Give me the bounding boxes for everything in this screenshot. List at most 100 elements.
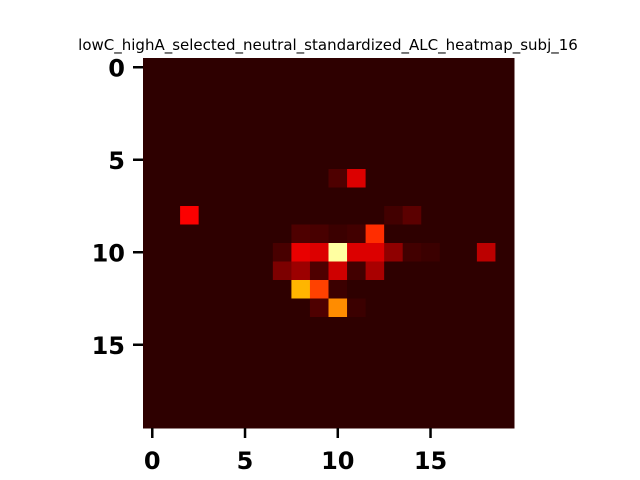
heatmap-cell bbox=[235, 335, 255, 355]
heatmap-cell bbox=[365, 150, 385, 170]
heatmap-cell bbox=[254, 354, 274, 373]
heatmap-cell bbox=[347, 58, 367, 77]
heatmap-cell bbox=[347, 132, 367, 151]
heatmap-cell bbox=[328, 409, 348, 429]
heatmap-cell bbox=[180, 354, 200, 373]
heatmap-cell bbox=[365, 298, 385, 318]
heatmap-cell bbox=[402, 354, 422, 373]
heatmap-cell bbox=[439, 391, 459, 410]
heatmap-cell bbox=[161, 206, 181, 225]
heatmap-cell bbox=[476, 280, 496, 299]
heatmap-cell bbox=[198, 317, 218, 336]
heatmap-cell bbox=[476, 391, 496, 410]
heatmap-cell bbox=[291, 409, 311, 429]
heatmap-cell bbox=[198, 58, 218, 77]
heatmap-cell bbox=[254, 76, 274, 96]
heatmap-cell bbox=[291, 187, 311, 207]
heatmap-cell bbox=[254, 224, 274, 244]
heatmap-cell bbox=[439, 95, 459, 114]
heatmap-cell bbox=[476, 261, 496, 281]
heatmap-cell bbox=[161, 132, 181, 151]
heatmap-cell bbox=[291, 261, 311, 281]
heatmap-cell bbox=[143, 58, 163, 77]
heatmap-cell bbox=[421, 409, 441, 429]
heatmap-cell bbox=[198, 298, 218, 318]
heatmap-cell bbox=[384, 391, 404, 410]
heatmap-cell bbox=[254, 169, 274, 188]
heatmap-cell bbox=[458, 298, 478, 318]
heatmap-cell bbox=[235, 95, 255, 114]
heatmap-cell bbox=[217, 58, 237, 77]
heatmap-cell bbox=[254, 261, 274, 281]
heatmap-cell bbox=[254, 298, 274, 318]
heatmap-cell bbox=[347, 261, 367, 281]
heatmap-cell bbox=[291, 169, 311, 188]
heatmap-cell bbox=[235, 224, 255, 244]
heatmap-cell bbox=[495, 243, 515, 262]
heatmap-cell bbox=[458, 261, 478, 281]
heatmap-cell bbox=[421, 354, 441, 373]
heatmap-cell bbox=[384, 261, 404, 281]
heatmap-cell bbox=[328, 76, 348, 96]
heatmap-cell bbox=[458, 169, 478, 188]
y-tick-label: 0 bbox=[108, 54, 125, 82]
heatmap-cell bbox=[365, 391, 385, 410]
heatmap-cell bbox=[495, 169, 515, 188]
heatmap-cell bbox=[272, 372, 292, 392]
heatmap-cell bbox=[309, 372, 329, 392]
heatmap-cell bbox=[328, 224, 348, 244]
heatmap-cell bbox=[217, 132, 237, 151]
heatmap-cell bbox=[217, 150, 237, 170]
heatmap-cell bbox=[180, 243, 200, 262]
heatmap-cell bbox=[143, 372, 163, 392]
heatmap-cell bbox=[161, 169, 181, 188]
heatmap-cell bbox=[235, 169, 255, 188]
heatmap-cell bbox=[421, 169, 441, 188]
heatmap-cell bbox=[143, 206, 163, 225]
heatmap-cell bbox=[439, 280, 459, 299]
heatmap-cell bbox=[402, 150, 422, 170]
heatmap-cell bbox=[217, 76, 237, 96]
heatmap-cell bbox=[309, 187, 329, 207]
heatmap-cell bbox=[198, 280, 218, 299]
heatmap-cell bbox=[458, 187, 478, 207]
heatmap-cell bbox=[143, 280, 163, 299]
heatmap-cell bbox=[161, 224, 181, 244]
heatmap-cell bbox=[458, 372, 478, 392]
x-tick-label: 0 bbox=[144, 447, 161, 475]
heatmap-cell bbox=[495, 58, 515, 77]
heatmap-cell bbox=[272, 113, 292, 133]
heatmap-cell bbox=[143, 243, 163, 262]
heatmap-cell bbox=[309, 280, 329, 299]
heatmap-cell bbox=[347, 280, 367, 299]
heatmap-cell bbox=[439, 372, 459, 392]
heatmap-cell bbox=[328, 391, 348, 410]
heatmap-cell bbox=[217, 391, 237, 410]
heatmap-cell bbox=[365, 261, 385, 281]
heatmap-cell bbox=[272, 224, 292, 244]
heatmap-cell bbox=[402, 335, 422, 355]
heatmap-cell bbox=[161, 298, 181, 318]
heatmap-cell bbox=[272, 243, 292, 262]
heatmap-cell bbox=[198, 261, 218, 281]
heatmap-cell bbox=[439, 169, 459, 188]
heatmap-cell bbox=[439, 187, 459, 207]
heatmap-cell bbox=[365, 372, 385, 392]
heatmap-cell bbox=[365, 58, 385, 77]
heatmap-cell bbox=[309, 132, 329, 151]
heatmap-cell bbox=[402, 317, 422, 336]
heatmap-cell bbox=[495, 372, 515, 392]
heatmap-cells bbox=[143, 58, 515, 429]
heatmap-cell bbox=[476, 76, 496, 96]
heatmap-cell bbox=[217, 335, 237, 355]
heatmap-cell bbox=[495, 391, 515, 410]
heatmap-cell bbox=[272, 280, 292, 299]
heatmap-cell bbox=[328, 206, 348, 225]
heatmap-cell bbox=[143, 298, 163, 318]
heatmap-cell bbox=[439, 354, 459, 373]
heatmap-cell bbox=[254, 58, 274, 77]
heatmap-cell bbox=[309, 354, 329, 373]
heatmap-cell bbox=[458, 391, 478, 410]
heatmap-cell bbox=[180, 280, 200, 299]
heatmap-cell bbox=[328, 335, 348, 355]
